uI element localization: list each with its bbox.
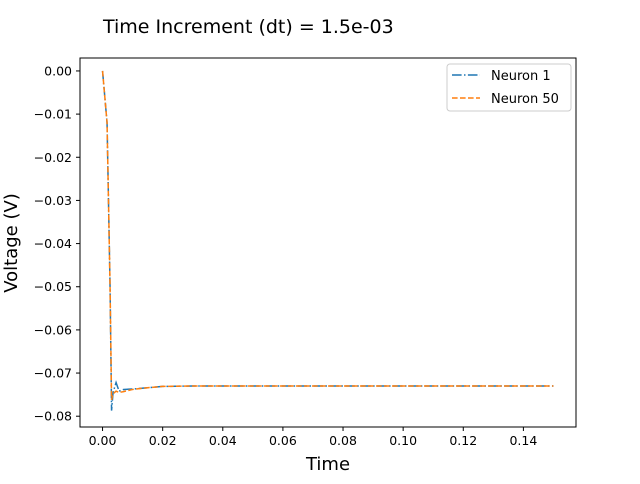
y-axis-ticks: 0.00 −0.01 −0.02 −0.03 −0.04 −0.05 −0.06 −0.07 −… bbox=[34, 63, 80, 424]
x-tick-label: 0.02 bbox=[149, 433, 177, 448]
x-tick-label: 0.12 bbox=[449, 433, 477, 448]
x-axis-ticks: 0.00 0.02 0.04 0.06 0.08 0.10 0.12 0.14 bbox=[89, 427, 537, 448]
x-tick-label: 0.10 bbox=[389, 433, 417, 448]
x-tick-label: 0.14 bbox=[509, 433, 537, 448]
plot-frame bbox=[79, 57, 577, 428]
y-tick-label: −0.05 bbox=[34, 279, 72, 294]
plot-area bbox=[79, 57, 577, 428]
legend: Neuron 1 Neuron 50 bbox=[446, 63, 572, 112]
series-line-neuron-50 bbox=[101, 70, 554, 400]
y-tick-label: −0.02 bbox=[34, 150, 72, 165]
y-tick-label: −0.03 bbox=[34, 193, 72, 208]
x-tick-label: 0.00 bbox=[89, 433, 117, 448]
series-layer bbox=[101, 70, 554, 411]
y-axis-label: Voltage (V) bbox=[1, 193, 22, 293]
x-axis-label: Time bbox=[305, 454, 350, 475]
legend-box bbox=[446, 63, 572, 112]
y-tick-label: −0.04 bbox=[34, 236, 72, 251]
legend-label-neuron-1: Neuron 1 bbox=[491, 69, 551, 84]
chart-title: Time Increment (dt) = 1.5e-03 bbox=[102, 16, 394, 38]
y-tick-label: −0.08 bbox=[34, 409, 72, 424]
y-tick-label: −0.06 bbox=[34, 322, 72, 337]
x-tick-label: 0.04 bbox=[209, 433, 237, 448]
legend-label-neuron-50: Neuron 50 bbox=[491, 92, 559, 107]
y-tick-label: −0.07 bbox=[34, 366, 72, 381]
x-tick-label: 0.08 bbox=[329, 433, 357, 448]
y-tick-label: −0.01 bbox=[34, 107, 72, 122]
x-tick-label: 0.06 bbox=[269, 433, 297, 448]
y-tick-label: 0.00 bbox=[44, 63, 72, 78]
